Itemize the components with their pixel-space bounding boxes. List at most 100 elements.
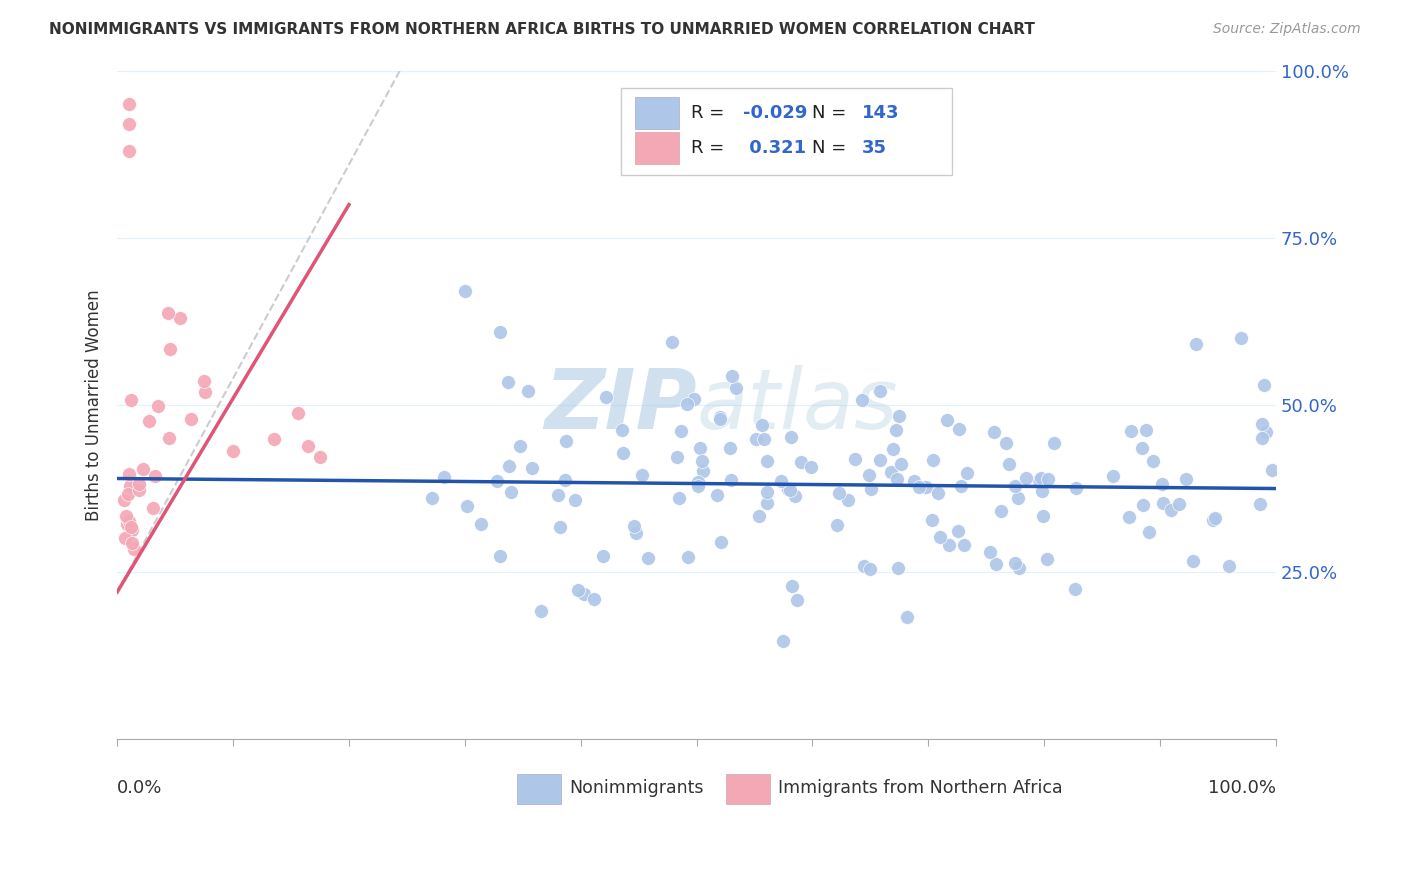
Point (121, 523, 143, 537)
Text: Source: ZipAtlas.com: Source: ZipAtlas.com (1213, 22, 1361, 37)
Point (844, 452, 866, 467)
Point (1043, 436, 1066, 450)
Point (612, 445, 634, 459)
Point (1064, 482, 1087, 496)
Point (837, 493, 859, 508)
Point (1185, 336, 1208, 351)
Point (949, 479, 972, 493)
Point (666, 450, 689, 465)
Point (1142, 454, 1164, 468)
Point (547, 488, 569, 502)
Point (555, 434, 578, 449)
Point (851, 393, 873, 408)
Point (1261, 463, 1284, 477)
Point (859, 562, 882, 576)
Point (470, 517, 492, 532)
Point (1064, 582, 1087, 596)
Point (132, 462, 155, 476)
Point (782, 578, 804, 592)
Point (921, 513, 943, 527)
Point (193, 374, 215, 388)
Point (122, 542, 145, 557)
Text: R =: R = (690, 104, 730, 122)
Text: ZIP: ZIP (544, 365, 696, 445)
Point (1130, 441, 1153, 455)
Point (776, 483, 799, 497)
Point (159, 431, 181, 445)
Point (688, 475, 710, 490)
Point (433, 469, 456, 483)
Point (143, 469, 166, 483)
Point (869, 452, 891, 467)
Point (1031, 471, 1053, 485)
Point (1137, 525, 1160, 540)
Point (935, 413, 957, 427)
Point (1160, 502, 1182, 516)
FancyBboxPatch shape (636, 97, 679, 129)
Point (118, 118, 141, 132)
Point (120, 520, 142, 534)
Text: atlas: atlas (696, 365, 898, 445)
Point (564, 493, 586, 508)
Point (159, 343, 181, 357)
Point (169, 310, 191, 325)
Point (263, 432, 285, 446)
Point (744, 433, 766, 447)
Y-axis label: Births to Unmarried Women: Births to Unmarried Women (86, 289, 103, 521)
Point (998, 457, 1021, 471)
Point (890, 457, 912, 471)
Text: Nonimmigrants: Nonimmigrants (569, 779, 703, 797)
Point (689, 441, 711, 455)
Text: R =: R = (690, 139, 730, 157)
Point (669, 425, 692, 439)
Point (790, 455, 813, 469)
Point (1152, 496, 1174, 510)
Point (752, 433, 775, 447)
Point (624, 526, 647, 541)
Point (709, 412, 731, 426)
Point (623, 518, 645, 533)
Point (1249, 497, 1271, 511)
Point (887, 409, 910, 423)
Point (120, 392, 142, 407)
Point (1031, 483, 1053, 498)
Point (114, 509, 136, 524)
Point (938, 538, 960, 552)
Point (668, 491, 690, 505)
Point (676, 550, 699, 565)
Point (946, 524, 969, 539)
Point (1253, 377, 1275, 392)
Point (686, 478, 709, 492)
Point (979, 544, 1001, 558)
Text: 0.321: 0.321 (742, 139, 806, 157)
Point (751, 417, 773, 432)
Text: Immigrants from Northern Africa: Immigrants from Northern Africa (778, 779, 1063, 797)
Point (748, 509, 770, 524)
Point (1028, 473, 1050, 487)
Point (1204, 511, 1226, 525)
Point (1132, 498, 1154, 512)
Point (157, 306, 180, 320)
Point (1121, 424, 1143, 438)
Point (128, 483, 150, 498)
Point (683, 392, 706, 406)
Point (756, 485, 779, 500)
FancyBboxPatch shape (725, 773, 769, 804)
Text: 0.0%: 0.0% (117, 779, 163, 797)
Point (725, 381, 748, 395)
Point (869, 384, 891, 399)
Point (520, 460, 543, 475)
Point (927, 485, 949, 500)
Point (983, 425, 1005, 439)
Point (908, 480, 931, 494)
Point (121, 536, 143, 550)
Text: -0.029: -0.029 (742, 104, 807, 122)
Point (118, 145, 141, 159)
Point (853, 558, 876, 573)
Point (583, 592, 606, 607)
Point (1008, 561, 1031, 575)
Point (118, 514, 141, 528)
Point (222, 443, 245, 458)
Point (1230, 331, 1253, 345)
Text: 100.0%: 100.0% (1208, 779, 1277, 797)
